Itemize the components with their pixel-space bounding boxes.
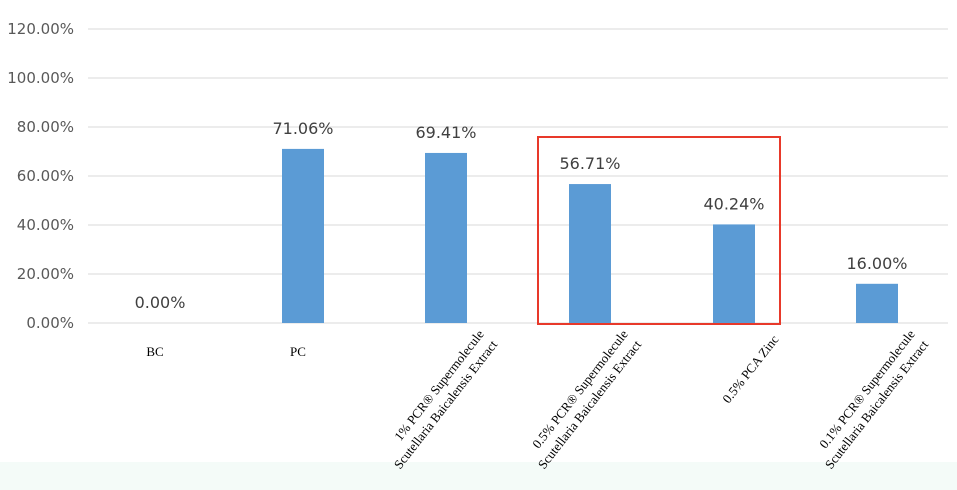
data-label: 0.00% [135,293,186,312]
x-category-label-line: 0.1% PCR® Supermolecule [816,327,918,451]
data-label: 56.71% [559,154,620,173]
x-category-label-line: 0.5% PCR® Supermolecule [529,327,631,451]
bottom-band [0,462,957,490]
data-label: 40.24% [703,194,764,213]
bar [425,152,467,323]
x-category-label: PC [290,344,306,359]
y-tick-label: 20.00% [17,265,74,283]
data-label: 71.06% [272,119,333,138]
data-label: 16.00% [846,254,907,273]
y-tick-label: 40.00% [17,216,74,234]
x-category-label-line: Scutellaria Baicalensis Extract [535,337,645,472]
gridlines [88,28,948,324]
y-axis-ticks: 0.00% 20.00% 40.00% 60.00% 80.00% 100.00% 120.… [7,20,74,332]
bar [282,148,324,323]
bars [282,148,898,323]
x-category-label: BC [146,344,163,359]
data-labels: 0.00% 71.06% 69.41% 56.71% 40.24% 16.00% [135,119,908,312]
bar [569,184,611,323]
bar [713,224,755,323]
x-category-label-line: Scutellaria Baicalensis Extract [391,337,501,472]
y-tick-label: 100.00% [7,69,74,87]
x-category-label-line: 0.5% PCA Zinc [719,332,781,406]
y-tick-label: 120.00% [7,20,74,38]
x-category-label: 0.5% PCA Zinc [719,332,781,406]
y-tick-label: 60.00% [17,167,74,185]
highlight-box [537,136,781,325]
bar [856,283,898,323]
x-category-label-line: 1% PCR® Supermolecule [391,327,487,444]
y-tick-label: 0.00% [26,314,74,332]
data-label: 69.41% [415,123,476,142]
y-tick-label: 80.00% [17,118,74,136]
highlight-layer [537,136,781,325]
x-category-label-line: Scutellaria Baicalensis Extract [822,337,932,472]
